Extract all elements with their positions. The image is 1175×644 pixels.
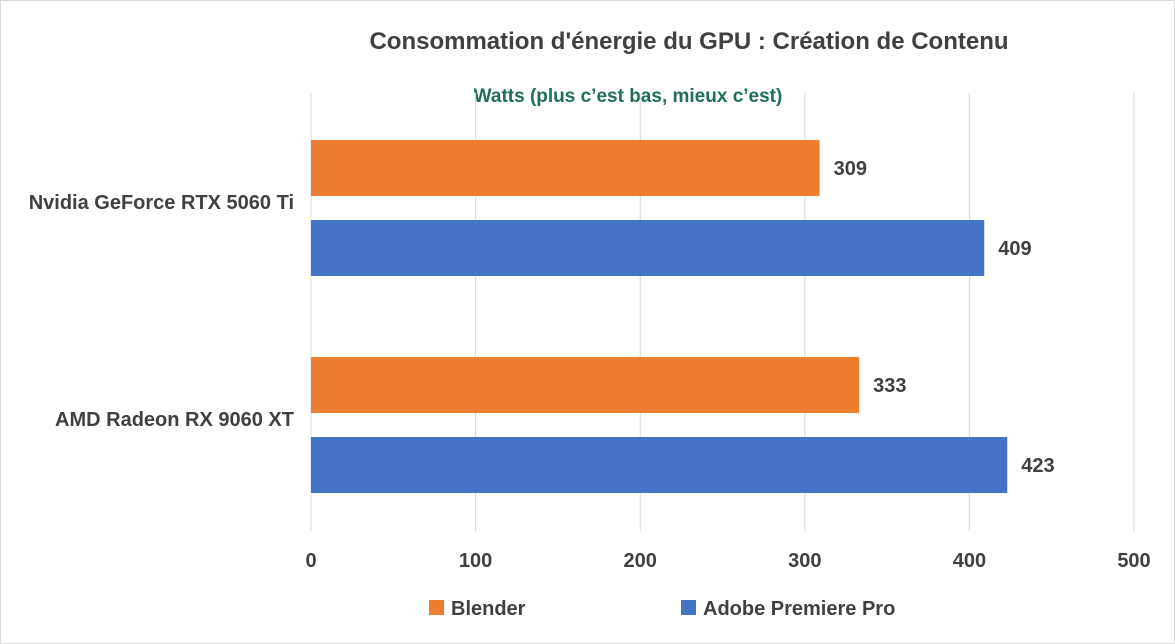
bar-blender <box>311 140 820 196</box>
data-label: 423 <box>1021 455 1054 477</box>
x-tick-label: 0 <box>305 550 316 572</box>
bar-adobe-premiere-pro <box>311 220 985 276</box>
x-tick-label: 300 <box>788 550 821 572</box>
bar-blender <box>311 357 860 413</box>
legend: Blender Adobe Premiere Pro <box>429 598 895 620</box>
legend-swatch <box>429 600 444 615</box>
legend-label: Blender <box>451 598 526 620</box>
legend-swatch <box>681 600 696 615</box>
x-tick-label: 400 <box>953 550 986 572</box>
x-tick-labels: 0 100 200 300 400 500 <box>305 550 1150 572</box>
legend-label: Adobe Premiere Pro <box>703 598 895 620</box>
x-tick-label: 100 <box>459 550 492 572</box>
data-labels: 309 409 333 423 <box>834 158 1055 477</box>
x-tick-label: 500 <box>1117 550 1150 572</box>
category-label: AMD Radeon RX 9060 XT <box>55 409 294 431</box>
bars <box>311 140 1008 493</box>
data-label: 409 <box>998 238 1031 260</box>
data-label: 333 <box>873 375 906 397</box>
data-label: 309 <box>834 158 867 180</box>
chart-title: Consommation d'énergie du GPU : Création… <box>369 28 1008 55</box>
chart-subtitle: Watts (plus c’est bas, mieux c’est) <box>474 86 783 107</box>
category-label: Nvidia GeForce RTX 5060 Ti <box>29 192 294 214</box>
bar-adobe-premiere-pro <box>311 437 1008 493</box>
x-tick-label: 200 <box>624 550 657 572</box>
category-labels: Nvidia GeForce RTX 5060 Ti AMD Radeon RX … <box>29 192 294 431</box>
